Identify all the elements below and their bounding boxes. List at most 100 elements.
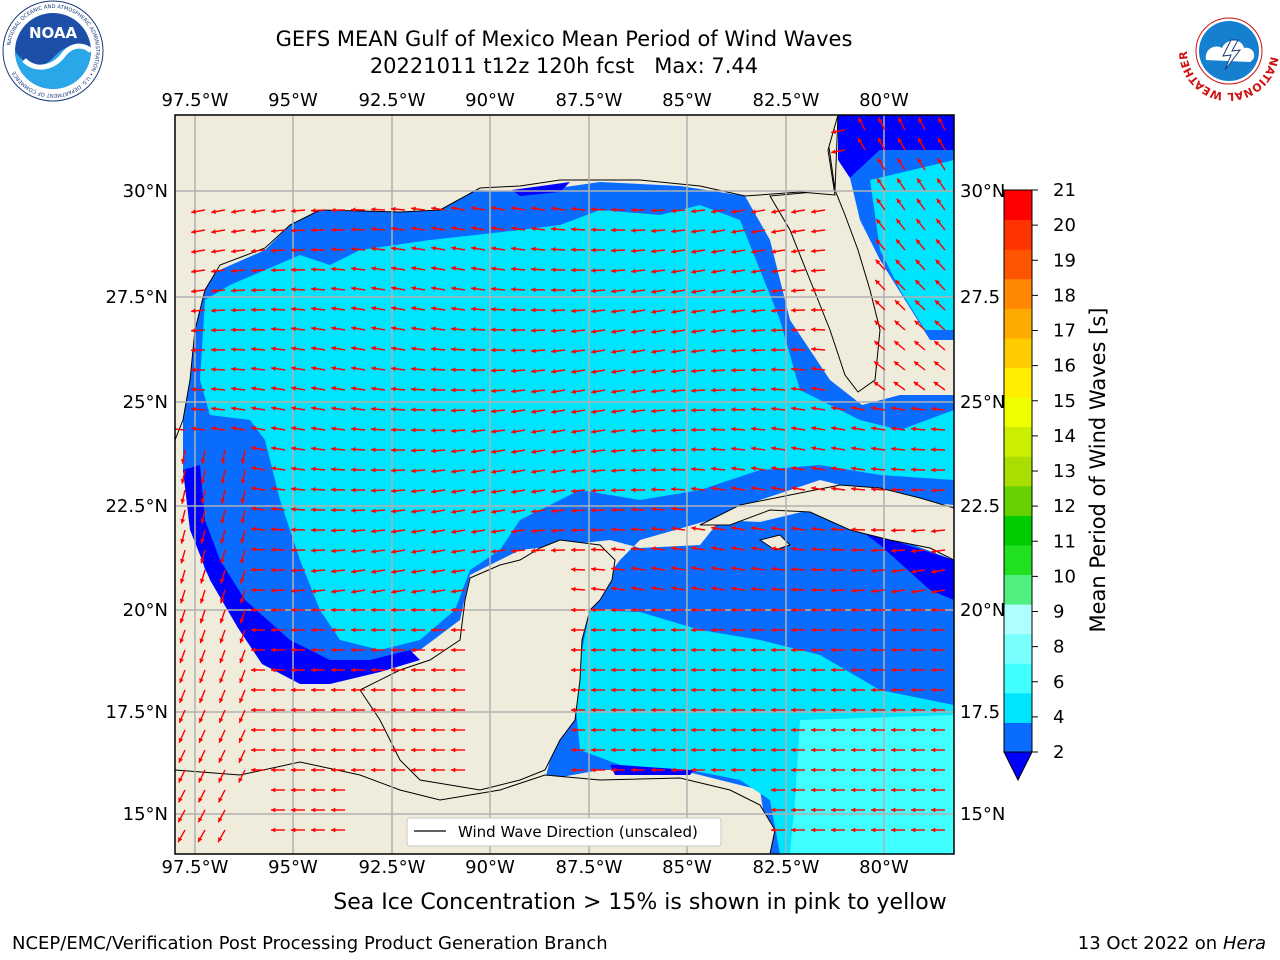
wave-arrow-head xyxy=(179,697,184,703)
wave-arrow-head xyxy=(431,607,436,613)
wave-arrow-head xyxy=(371,767,376,773)
wave-arrow-head xyxy=(915,279,921,285)
wave-arrow-head xyxy=(931,727,936,733)
wave-arrow-head xyxy=(211,268,216,274)
wave-arrow-head xyxy=(691,707,696,713)
wave-arrow-head xyxy=(771,787,776,793)
wave-arrow-head xyxy=(271,787,276,793)
wave-arrow-head xyxy=(391,447,396,453)
wave-arrow-head xyxy=(611,607,616,613)
wave-arrow-head xyxy=(911,707,916,713)
colorbar-tick-label: 15 xyxy=(1053,391,1076,412)
wave-arrow-head xyxy=(911,767,916,773)
wave-arrow-head xyxy=(411,707,416,713)
wave-arrow-head xyxy=(391,488,396,494)
wave-arrow-head xyxy=(180,538,185,544)
wave-arrow-head xyxy=(591,409,596,414)
wave-arrow-head xyxy=(711,545,716,551)
wave-arrow-head xyxy=(271,307,276,312)
wave-arrow-head xyxy=(391,529,396,534)
wave-arrow-head xyxy=(491,286,496,292)
wave-arrow-head xyxy=(451,607,456,613)
lat-label-left: 17.5°N xyxy=(105,702,168,723)
wave-arrow-head xyxy=(311,426,316,431)
wave-arrow-head xyxy=(291,405,296,411)
wave-arrow-head xyxy=(791,445,796,451)
wave-arrow-head xyxy=(251,228,256,234)
wave-arrow-head xyxy=(591,527,596,533)
lon-label-bottom: 87.5°W xyxy=(556,857,623,878)
wave-arrow-head xyxy=(611,627,616,633)
wave-arrow-head xyxy=(179,578,185,584)
wave-arrow-head xyxy=(251,627,256,633)
wave-arrow-head xyxy=(291,707,296,713)
wave-arrow-head xyxy=(311,667,316,673)
wave-arrow-head xyxy=(811,268,816,274)
wave-arrow-head xyxy=(531,409,536,414)
wave-arrow-head xyxy=(611,268,616,274)
wave-arrow-head xyxy=(751,707,756,713)
wave-arrow-head xyxy=(771,209,776,215)
wave-arrow-head xyxy=(711,249,716,255)
wave-arrow-head xyxy=(491,408,496,414)
wave-arrow-head xyxy=(871,827,876,833)
wave-arrow-head xyxy=(911,787,916,793)
wave-arrow-head xyxy=(291,267,296,273)
wave-arrow-head xyxy=(831,446,836,451)
wave-arrow-head xyxy=(531,307,536,313)
wave-arrow-head xyxy=(411,589,416,594)
wave-arrow-head xyxy=(571,527,576,533)
wave-arrow-head xyxy=(511,449,516,455)
wave-arrow-head xyxy=(916,198,922,204)
wave-arrow-head xyxy=(571,586,576,592)
wave-arrow-head xyxy=(711,209,716,214)
wave-arrow-head xyxy=(271,687,276,693)
wave-arrow-head xyxy=(711,229,716,234)
wave-arrow-head xyxy=(651,408,656,414)
wave-arrow-head xyxy=(831,667,836,673)
wave-arrow-head xyxy=(251,767,256,773)
wave-arrow-head xyxy=(631,526,636,532)
wave-arrow-head xyxy=(651,289,656,294)
wave-arrow-head xyxy=(351,687,356,693)
map-area xyxy=(175,115,954,854)
wave-arrow-head xyxy=(391,386,396,392)
wave-arrow-head xyxy=(431,647,436,653)
wave-arrow-head xyxy=(911,727,916,733)
wave-arrow-head xyxy=(891,588,896,594)
wave-arrow-head xyxy=(251,727,256,733)
wave-arrow-head xyxy=(311,466,316,472)
wave-arrow-head xyxy=(411,687,416,693)
wave-arrow-head xyxy=(671,486,676,492)
wave-arrow-head xyxy=(371,346,376,351)
lon-label-top: 95°W xyxy=(268,90,318,111)
colorbar-tick-label: 18 xyxy=(1053,285,1076,306)
wave-arrow-head xyxy=(491,246,496,251)
wave-arrow-head xyxy=(411,306,416,311)
wave-arrow-head xyxy=(631,408,636,414)
wave-arrow-head xyxy=(691,607,696,613)
wave-arrow-head xyxy=(571,727,576,733)
wave-arrow-head xyxy=(351,727,356,733)
land-jamaica xyxy=(758,534,791,551)
wave-arrow-head xyxy=(311,627,316,633)
wave-arrow-head xyxy=(331,386,336,391)
wave-arrow-head xyxy=(871,687,876,693)
wave-arrow-head xyxy=(451,707,456,713)
wave-arrow-head xyxy=(271,466,276,471)
wave-arrow-head xyxy=(751,526,756,531)
lat-label-right: 22.5 xyxy=(960,496,1000,517)
wave-arrow-head xyxy=(311,326,316,331)
wave-arrow-head xyxy=(511,327,516,333)
wave-arrow-head xyxy=(651,388,656,394)
wave-arrow-head xyxy=(791,587,796,593)
wave-arrow-head xyxy=(631,448,636,454)
wave-arrow-head xyxy=(451,266,456,271)
wave-arrow-head xyxy=(311,208,316,213)
wave-arrow-head xyxy=(731,546,736,551)
wave-arrow-head xyxy=(771,229,776,234)
wave-arrow-head xyxy=(240,498,246,504)
wave-arrow-head xyxy=(220,518,226,524)
wave-arrow-head xyxy=(831,807,836,813)
wave-arrow-head xyxy=(631,586,636,591)
